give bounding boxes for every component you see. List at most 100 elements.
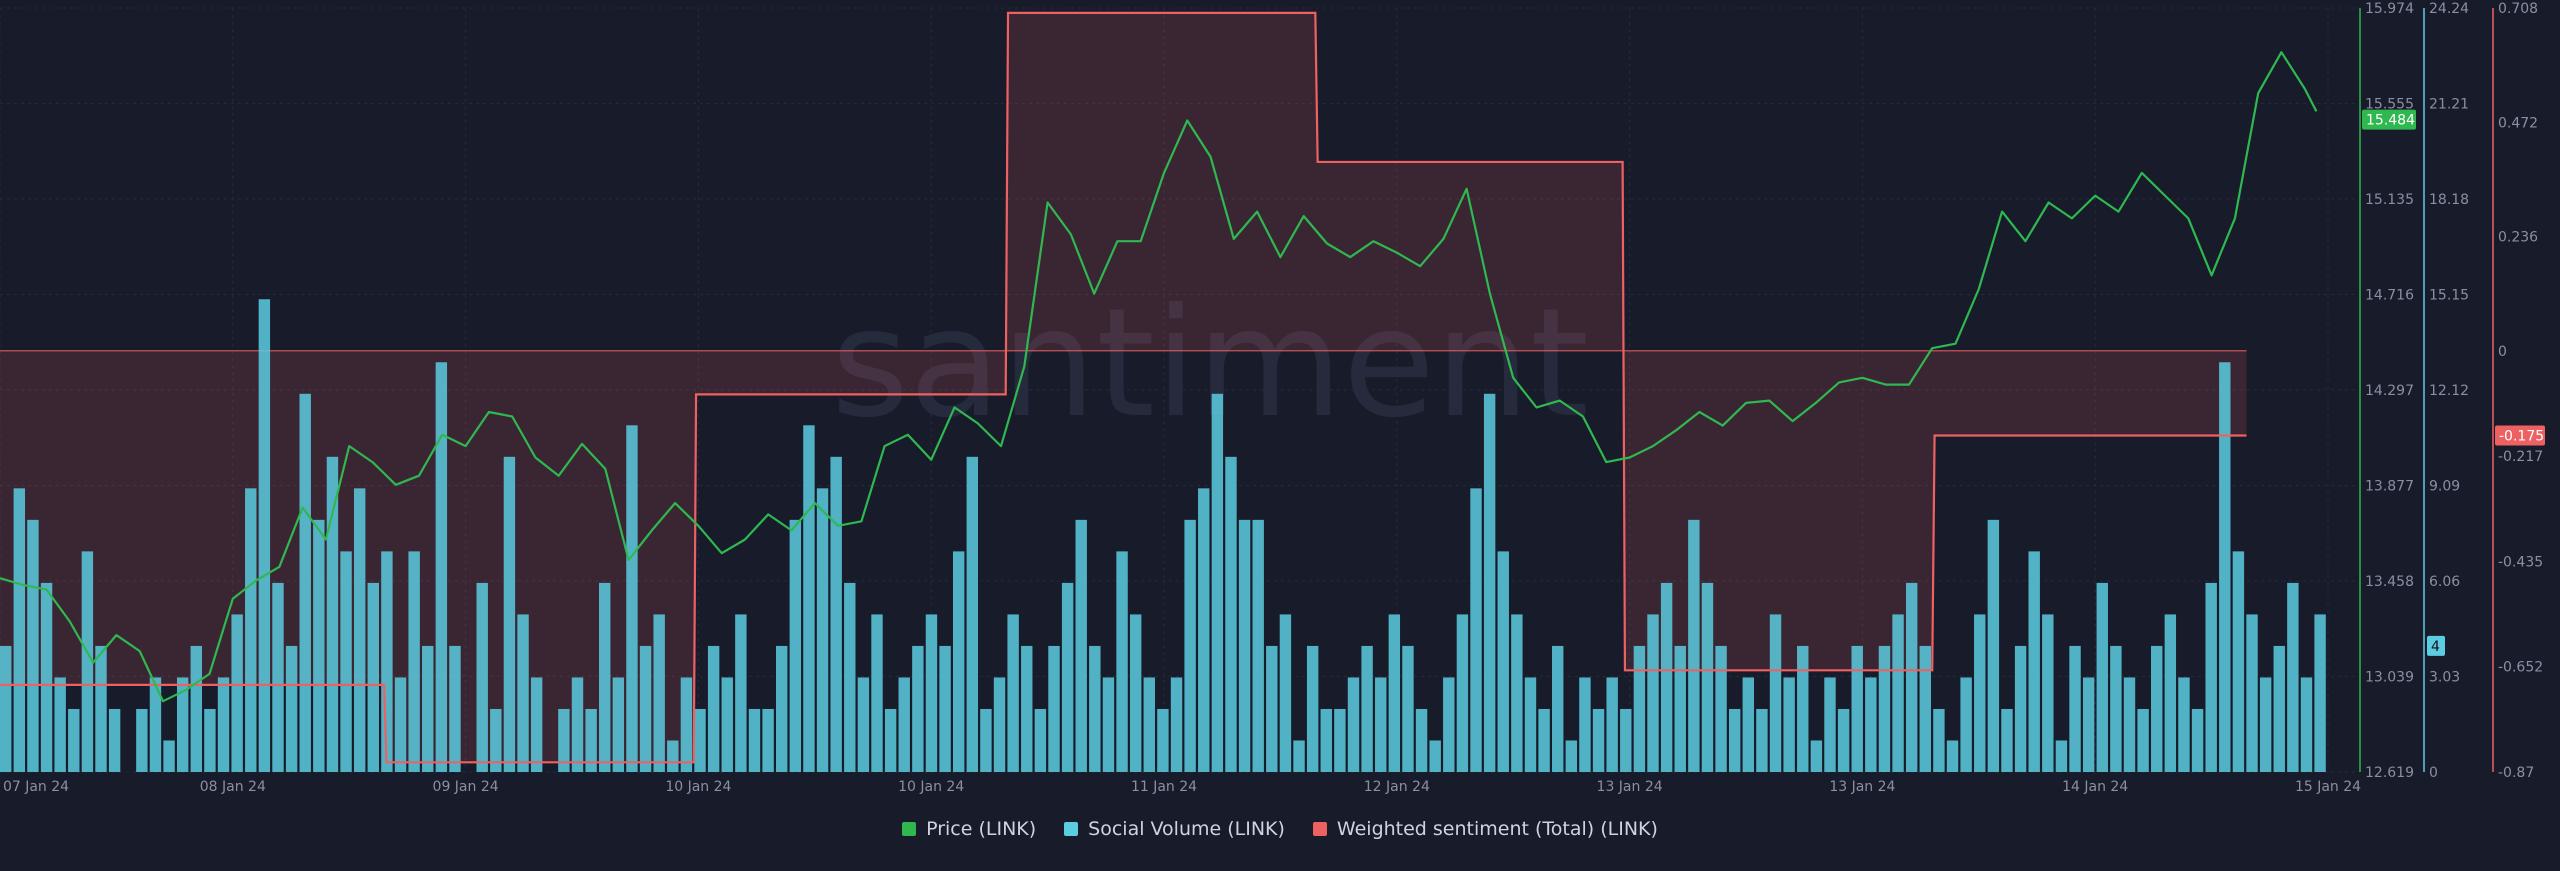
social-volume-bar — [1660, 582, 1673, 772]
social-volume-bar — [721, 677, 733, 772]
social-volume-bar — [1184, 519, 1196, 772]
social-volume-bar — [735, 614, 747, 772]
social-volume-bar — [217, 677, 230, 772]
social-volume-current-badge: 4 — [2431, 639, 2440, 655]
x-tick-label: 13 Jan 24 — [1829, 779, 1895, 795]
social-volume-bar — [258, 299, 271, 772]
social-volume-bar — [1034, 708, 1047, 772]
social-volume-bar — [1497, 551, 1509, 772]
price-tick-label: 15.555 — [2365, 96, 2414, 112]
social-volume-bar — [925, 614, 938, 772]
social-volume-bar — [367, 582, 379, 772]
social-volume-bar — [1279, 614, 1292, 772]
social-volume-bar — [108, 708, 121, 772]
social-volume-bar — [1674, 645, 1686, 772]
social-volume-bar — [2014, 645, 2027, 772]
price-tick-label: 15.974 — [2365, 1, 2414, 17]
social-volume-bar — [1878, 645, 1891, 772]
social-volume-bar — [1769, 614, 1782, 772]
social-volume-bar — [1483, 393, 1496, 772]
legend-swatch-sentiment — [1312, 822, 1327, 836]
price-tick-label: 14.716 — [2365, 287, 2414, 303]
social-volume-bar — [503, 456, 516, 772]
social-volume-bar — [381, 551, 393, 772]
x-tick-label: 12 Jan 24 — [1364, 779, 1430, 795]
social-volume-bar — [1061, 582, 1074, 772]
social-volume-bar — [585, 708, 597, 772]
social-volume-bar — [912, 645, 924, 772]
social-volume-bar — [1810, 740, 1823, 772]
social-volume-bar — [340, 551, 352, 772]
social-volume-bar — [1266, 645, 1278, 772]
legend-item-sentiment[interactable]: Weighted sentiment (Total) (LINK) — [1312, 818, 1658, 840]
legend-item-social-volume[interactable]: Social Volume (LINK) — [1064, 818, 1285, 840]
social-volume-bar — [1143, 677, 1155, 772]
social-volume-bar — [2110, 645, 2122, 772]
sentiment-tick-label: -0.652 — [2498, 659, 2543, 675]
social-volume-bar — [2123, 677, 2136, 772]
social-volume-bar — [1456, 614, 1469, 772]
social-volume-bar — [789, 519, 802, 772]
social-volume-bar — [1688, 519, 1700, 772]
social-volume-bar — [1919, 645, 1931, 772]
social-volume-bar — [1905, 582, 1918, 772]
social-volume-bar — [1320, 708, 1332, 772]
social-volume-bar — [2042, 614, 2054, 772]
social-volume-bar — [1293, 740, 1305, 772]
social-volume-bar — [1620, 708, 1632, 772]
social-volume-bar — [2055, 740, 2068, 772]
social-volume-bar — [285, 645, 298, 772]
social-volume-bar — [27, 519, 39, 772]
social-volume-bar — [1783, 677, 1795, 772]
social-volume-bar — [490, 708, 502, 772]
social-volume-bar — [1647, 614, 1659, 772]
social-volume-bar — [1974, 614, 1986, 772]
social-volume-bar — [844, 582, 856, 772]
social-volume-bar — [1851, 645, 1863, 772]
price-tick-label: 13.877 — [2365, 479, 2414, 495]
social-volume-bar — [136, 708, 148, 772]
social-volume-bar — [2164, 614, 2177, 772]
social-volume-bar — [639, 645, 652, 772]
social-volume-bar — [1375, 677, 1387, 772]
social-volume-bar — [54, 677, 66, 772]
social-volume-bar — [1837, 708, 1850, 772]
social-volume-bar — [1797, 645, 1809, 772]
social-volume-bar — [2096, 582, 2108, 772]
social-volume-bar — [313, 519, 325, 772]
social-volume-bar — [1334, 708, 1346, 772]
social-volume-bar — [2137, 708, 2149, 772]
social-volume-bar — [939, 645, 951, 772]
social-volume-bar — [299, 393, 311, 772]
social-volume-bar — [816, 488, 829, 772]
legend-item-price[interactable]: Price (LINK) — [902, 818, 1036, 840]
legend-label-price: Price (LINK) — [926, 818, 1037, 840]
social-volume-bar — [2273, 645, 2285, 772]
social-volume-bar — [1524, 677, 1537, 772]
social-volume-bar — [966, 456, 979, 772]
legend-swatch-price — [902, 822, 917, 836]
social-volume-bar — [1102, 677, 1115, 772]
social-volume-current-badge-bg — [2427, 635, 2445, 656]
social-volume-bar — [952, 551, 965, 772]
social-volume-bar — [1606, 677, 1618, 772]
social-volume-bar — [1129, 614, 1142, 772]
social-volume-bar — [326, 456, 339, 772]
price-tick-label: 13.039 — [2365, 669, 2414, 685]
social-volume-tick-label: 12.12 — [2429, 383, 2469, 399]
social-volume-bar — [980, 708, 992, 772]
social-volume-bar — [1552, 645, 1564, 772]
legend-label-social-volume: Social Volume (LINK) — [1088, 818, 1285, 840]
social-volume-bar — [422, 645, 434, 772]
social-volume-bar — [680, 677, 693, 772]
sentiment-tick-label: 0.236 — [2498, 230, 2538, 246]
social-volume-bar — [1960, 677, 1972, 772]
social-volume-bar — [762, 708, 774, 772]
social-volume-bar — [1742, 677, 1755, 772]
social-volume-bar — [2232, 551, 2245, 772]
social-volume-bar — [830, 456, 842, 772]
social-volume-tick-label: 15.15 — [2429, 288, 2469, 304]
social-volume-bar — [1157, 708, 1169, 772]
price-tick-label: 13.458 — [2365, 574, 2414, 590]
sentiment-line — [0, 11, 2247, 764]
